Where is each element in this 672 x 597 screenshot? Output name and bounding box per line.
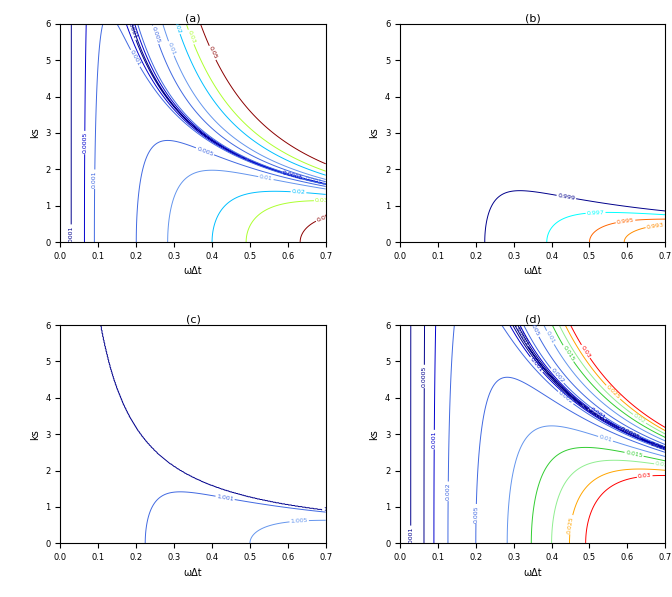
Text: 0.05: 0.05 xyxy=(208,45,218,60)
Text: 0.03: 0.03 xyxy=(638,473,652,479)
Text: 0.0005: 0.0005 xyxy=(650,441,671,453)
Text: 1.005: 1.005 xyxy=(290,518,308,524)
Text: 0.002: 0.002 xyxy=(557,390,574,405)
Text: 0.03: 0.03 xyxy=(186,30,196,44)
Text: 0.02: 0.02 xyxy=(173,19,182,34)
Text: 0.0001: 0.0001 xyxy=(69,226,74,247)
Text: 0.0005: 0.0005 xyxy=(282,170,304,181)
Text: 0.001: 0.001 xyxy=(92,170,97,188)
Text: 0.015: 0.015 xyxy=(625,450,643,458)
Text: 0.005: 0.005 xyxy=(151,26,161,44)
Text: 0.993: 0.993 xyxy=(646,222,665,230)
Text: 0.05: 0.05 xyxy=(316,213,331,223)
Text: 0.02: 0.02 xyxy=(292,189,306,195)
Text: 0.0005: 0.0005 xyxy=(620,426,641,440)
Text: 0.0001: 0.0001 xyxy=(408,527,413,548)
Text: 0.002: 0.002 xyxy=(446,482,451,500)
Text: 0.01: 0.01 xyxy=(167,41,176,56)
Text: 0.001: 0.001 xyxy=(589,407,606,421)
Text: 0.025: 0.025 xyxy=(567,516,575,534)
Text: 0.001: 0.001 xyxy=(304,176,323,185)
Text: 0.015: 0.015 xyxy=(561,345,575,362)
Text: 0.001: 0.001 xyxy=(129,50,142,67)
X-axis label: ωΔt: ωΔt xyxy=(523,266,542,276)
Text: 0.005: 0.005 xyxy=(528,319,541,337)
Text: 0.02: 0.02 xyxy=(655,461,669,469)
Y-axis label: ks: ks xyxy=(30,128,40,139)
X-axis label: ωΔt: ωΔt xyxy=(184,266,202,276)
Text: 0.03: 0.03 xyxy=(580,344,591,359)
Text: 0.02: 0.02 xyxy=(632,413,646,424)
Text: 0.025: 0.025 xyxy=(605,384,621,400)
Text: 0.001: 0.001 xyxy=(529,356,544,373)
Text: 0.995: 0.995 xyxy=(616,217,634,225)
Text: 1: 1 xyxy=(323,507,327,512)
Y-axis label: ks: ks xyxy=(370,128,380,139)
Title: (c): (c) xyxy=(185,314,200,324)
Text: 0.03: 0.03 xyxy=(315,198,329,203)
Text: 0.005: 0.005 xyxy=(196,146,214,157)
Text: 0.999: 0.999 xyxy=(557,193,576,201)
Text: 0.0005: 0.0005 xyxy=(422,366,427,387)
Text: 0.997: 0.997 xyxy=(587,210,605,216)
Text: 0.005: 0.005 xyxy=(474,505,478,522)
Text: 1.001: 1.001 xyxy=(216,494,234,502)
Text: 0.01: 0.01 xyxy=(259,174,273,182)
X-axis label: ωΔt: ωΔt xyxy=(523,568,542,577)
Text: 0.01: 0.01 xyxy=(545,331,556,345)
Y-axis label: ks: ks xyxy=(30,429,40,439)
Text: 0.002: 0.002 xyxy=(550,368,565,384)
Text: 0.0001: 0.0001 xyxy=(126,18,138,39)
Title: (a): (a) xyxy=(185,13,201,23)
Text: 0.001: 0.001 xyxy=(431,431,437,448)
Text: 0.0005: 0.0005 xyxy=(82,132,87,153)
X-axis label: ωΔt: ωΔt xyxy=(184,568,202,577)
Title: (d): (d) xyxy=(525,314,540,324)
Y-axis label: ks: ks xyxy=(370,429,380,439)
Text: 0.0001: 0.0001 xyxy=(515,326,530,347)
Title: (b): (b) xyxy=(525,13,540,23)
Text: 0.01: 0.01 xyxy=(598,435,613,443)
